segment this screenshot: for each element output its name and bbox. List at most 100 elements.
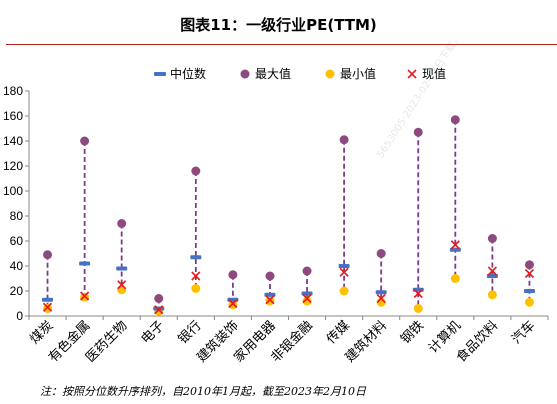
y-tick-label: 100	[3, 184, 23, 198]
y-tick-label: 140	[3, 134, 23, 148]
y-tick-label: 40	[10, 259, 24, 273]
current-marker	[450, 240, 460, 250]
current-marker	[42, 302, 53, 312]
min-point	[302, 296, 312, 306]
current-marker-stroke	[265, 295, 275, 305]
current-marker-stroke	[450, 240, 460, 250]
max-point	[80, 136, 90, 146]
x-tick-label: 钢铁	[398, 318, 427, 347]
current-marker	[413, 288, 423, 299]
x-tick-label: 电子	[139, 318, 168, 347]
max-point	[376, 249, 386, 258]
legend-marker	[154, 72, 166, 76]
current-marker-stroke	[339, 267, 349, 277]
legend-label: 现值	[422, 66, 446, 81]
median-marker	[42, 297, 54, 302]
current-marker-stroke	[524, 268, 535, 279]
median-marker	[486, 274, 498, 278]
max-point	[487, 234, 497, 243]
current-marker	[302, 293, 312, 304]
max-point	[117, 219, 127, 228]
min-point	[191, 284, 201, 293]
y-tick-label: 80	[10, 209, 24, 223]
x-tick-label: 非银金融	[268, 318, 316, 366]
median-marker	[449, 247, 461, 252]
legend-label: 最小值	[340, 66, 376, 81]
max-point	[265, 271, 275, 281]
median-marker	[375, 290, 387, 295]
y-tick-label: 60	[10, 234, 24, 248]
max-point	[154, 294, 164, 303]
x-tick-label: 医药生物	[83, 318, 130, 365]
median-marker	[301, 291, 313, 296]
max-point	[450, 115, 460, 125]
min-point	[450, 274, 460, 283]
y-tick-label: 180	[3, 84, 23, 98]
min-point	[80, 292, 90, 302]
max-point	[524, 260, 534, 270]
current-marker-stroke	[302, 293, 312, 304]
current-marker	[487, 266, 497, 276]
y-tick-label: 120	[3, 159, 23, 173]
max-point	[339, 135, 349, 145]
current-marker	[191, 271, 201, 281]
median-marker	[116, 266, 128, 271]
legend-item: 最大值	[240, 66, 291, 81]
legend: 中位数 最大值 最小值 现值	[154, 66, 446, 81]
median-marker	[338, 264, 350, 268]
median-marker	[79, 261, 91, 266]
footnote: 注：按照分位数升序排列，自2010年1月起，截至2023年2月10日	[40, 385, 366, 398]
legend-item: 最小值	[325, 66, 376, 81]
legend-marker	[407, 69, 417, 79]
x-tick-label: 银行	[176, 318, 205, 347]
current-marker-stroke	[117, 280, 127, 290]
legend-marker	[240, 69, 250, 79]
current-marker	[117, 280, 127, 290]
min-point	[43, 304, 53, 313]
x-tick-label: 汽车	[509, 318, 539, 348]
current-marker-stroke	[154, 305, 164, 315]
max-point	[413, 127, 423, 137]
y-tick-label: 160	[3, 109, 23, 123]
current-marker-stroke	[413, 288, 423, 299]
x-tick-label: 煤炭	[27, 318, 56, 347]
chart-title: 图表11：一级行业PE(TTM)	[180, 16, 377, 34]
current-marker	[265, 295, 275, 305]
current-marker	[228, 298, 238, 309]
min-point	[524, 297, 534, 307]
min-point	[265, 296, 275, 306]
max-point	[228, 270, 238, 280]
min-point	[228, 300, 238, 310]
current-marker	[154, 305, 164, 315]
min-point	[339, 286, 349, 296]
current-marker-stroke	[191, 271, 201, 281]
current-marker-stroke	[80, 291, 90, 301]
current-marker	[339, 267, 349, 277]
max-point	[43, 250, 53, 260]
x-tick-label: 传媒	[324, 318, 353, 347]
legend-item: 现值	[407, 66, 446, 81]
legend-label: 最大值	[255, 66, 291, 81]
current-marker-stroke	[228, 298, 238, 309]
max-point	[191, 166, 201, 176]
y-tick-label: 20	[10, 284, 24, 298]
legend-item: 中位数	[154, 66, 206, 81]
current-marker	[376, 293, 386, 304]
median-marker	[523, 289, 535, 293]
max-point	[302, 266, 312, 276]
current-marker-stroke	[42, 302, 53, 312]
current-marker	[80, 291, 90, 301]
x-tick-label: 食品饮料	[453, 318, 501, 366]
median-marker	[264, 292, 276, 297]
min-point	[413, 304, 423, 313]
legend-label: 中位数	[170, 66, 206, 81]
current-marker-stroke	[376, 293, 386, 304]
marks	[42, 115, 535, 316]
legend-marker	[325, 69, 335, 79]
title-divider	[6, 44, 557, 45]
min-point	[117, 285, 127, 295]
current-marker-stroke	[487, 266, 497, 276]
current-marker	[524, 268, 535, 279]
x-tick-label: 建筑材料	[342, 318, 390, 366]
